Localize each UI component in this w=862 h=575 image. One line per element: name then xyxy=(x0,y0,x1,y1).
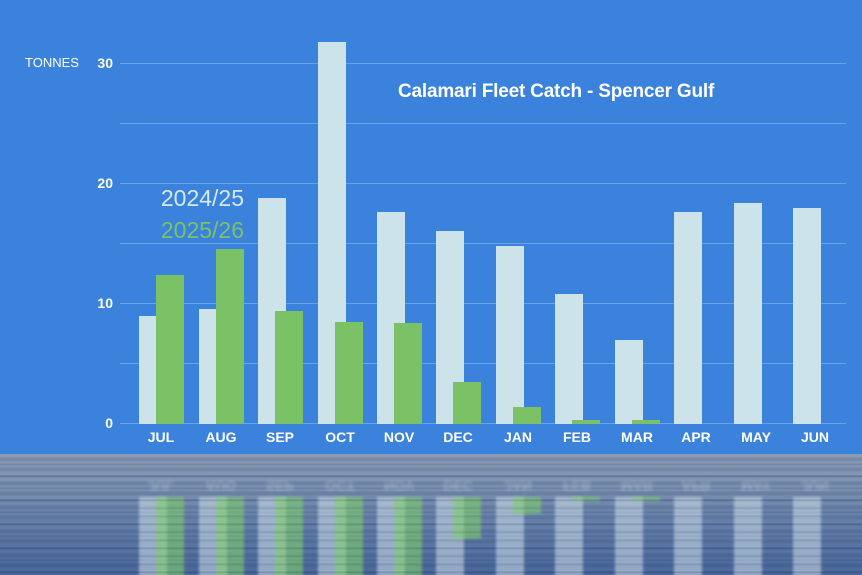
bar-2025-26-dec xyxy=(453,382,481,424)
reflection-bar xyxy=(734,497,762,575)
water-ripples xyxy=(0,454,862,575)
reflection-bar xyxy=(335,497,363,575)
y-tick-label: 30 xyxy=(97,55,113,71)
bar-2025-26-jul xyxy=(156,275,184,424)
reflection-bar xyxy=(275,497,303,575)
bar-2024-25-may xyxy=(734,203,762,424)
y-tick-label: 0 xyxy=(105,415,113,431)
reflection-bar xyxy=(632,497,660,501)
reflection-bar xyxy=(615,497,643,575)
legend-item-2024-25: 2024/25 xyxy=(160,185,244,211)
bar-2025-26-feb xyxy=(572,420,600,425)
x-axis-label-aug: AUG xyxy=(205,429,237,445)
x-axis-label-mar: MAR xyxy=(621,429,653,445)
bar-2025-26-sep xyxy=(275,311,303,424)
legend-item-2025-26: 2025/26 xyxy=(160,217,244,243)
reflection-bar xyxy=(513,497,541,514)
x-axis-label-apr: APR xyxy=(681,429,711,445)
reflection-bar xyxy=(453,497,481,539)
bar-2024-25-jan xyxy=(496,246,524,424)
reflection-bar xyxy=(216,497,244,575)
bar-2025-26-jan xyxy=(513,407,541,424)
gridline xyxy=(120,423,846,424)
gridline xyxy=(120,183,846,184)
bar-2025-26-nov xyxy=(394,323,422,424)
reflection-bar xyxy=(156,497,184,575)
x-axis-label-jun: JUN xyxy=(800,429,829,445)
x-axis-label-jul: JUL xyxy=(147,429,175,445)
y-axis-unit-label: TONNES xyxy=(25,55,79,70)
x-axis-label-may: MAY xyxy=(741,429,771,445)
bar-2024-25-apr xyxy=(674,211,702,424)
gridline xyxy=(120,363,846,364)
reflection-bar xyxy=(555,497,583,575)
gridline xyxy=(120,303,846,304)
reflection-bar xyxy=(674,497,702,575)
x-axis-label-nov: NOV xyxy=(383,429,415,445)
bar-2024-25-jun xyxy=(793,208,821,424)
x-axis-label-dec: DEC xyxy=(443,429,473,445)
gridline xyxy=(120,243,846,244)
bar-2024-25-feb xyxy=(555,294,583,424)
gridline xyxy=(120,63,846,64)
reflection-bar xyxy=(394,497,422,575)
x-axis-label-sep: SEP xyxy=(265,429,294,445)
y-tick-label: 10 xyxy=(97,295,113,311)
bar-2025-26-oct xyxy=(335,322,363,424)
x-axis-label-feb: FEB xyxy=(563,429,591,445)
bar-2025-26-mar xyxy=(632,420,660,425)
x-axis-label-oct: OCT xyxy=(325,429,355,445)
chart-title: Calamari Fleet Catch - Spencer Gulf xyxy=(398,81,715,102)
reflection-bar xyxy=(793,497,821,575)
bar-2024-25-mar xyxy=(615,340,643,424)
gridline xyxy=(120,123,846,124)
bar-2025-26-aug xyxy=(216,248,244,424)
x-axis-label-jan: JAN xyxy=(503,429,532,445)
chart-panel: TONNES Calamari Fleet Catch - Spencer Gu… xyxy=(25,42,846,445)
y-tick-label: 20 xyxy=(97,175,113,191)
reflection-bar xyxy=(572,497,600,501)
